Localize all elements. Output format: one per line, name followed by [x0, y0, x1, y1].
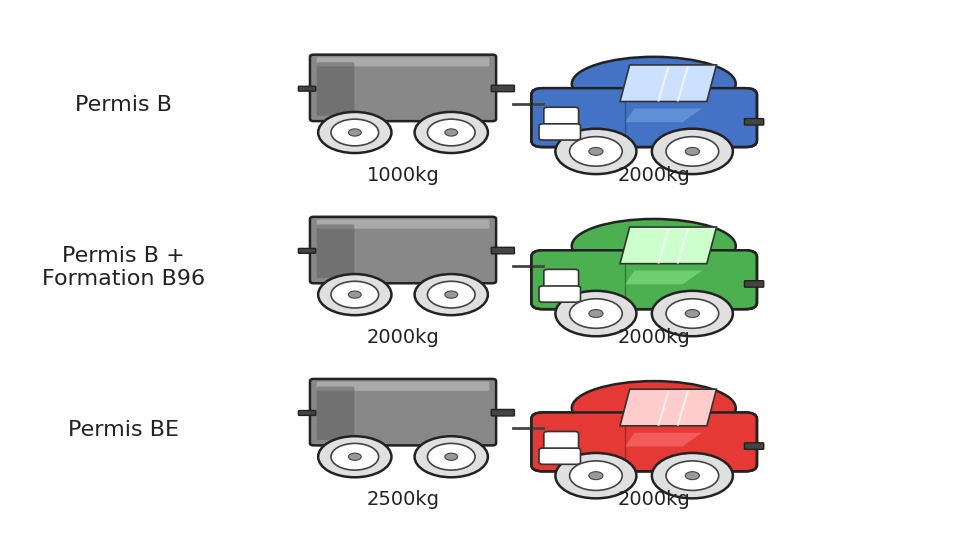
- Ellipse shape: [651, 291, 733, 336]
- FancyBboxPatch shape: [490, 85, 514, 92]
- Ellipse shape: [445, 129, 457, 136]
- Polygon shape: [624, 109, 702, 122]
- FancyBboxPatch shape: [310, 379, 495, 446]
- Polygon shape: [619, 227, 716, 264]
- FancyBboxPatch shape: [298, 411, 316, 416]
- Text: Permis BE: Permis BE: [68, 420, 178, 440]
- FancyBboxPatch shape: [539, 448, 579, 464]
- Text: 2000kg: 2000kg: [616, 328, 689, 347]
- Ellipse shape: [330, 281, 378, 308]
- Ellipse shape: [427, 119, 475, 146]
- Ellipse shape: [348, 129, 360, 136]
- FancyBboxPatch shape: [298, 86, 316, 91]
- FancyBboxPatch shape: [531, 250, 756, 309]
- FancyBboxPatch shape: [544, 431, 578, 451]
- Ellipse shape: [330, 443, 378, 470]
- Polygon shape: [624, 432, 702, 447]
- Polygon shape: [619, 65, 716, 102]
- FancyBboxPatch shape: [536, 413, 751, 443]
- FancyBboxPatch shape: [536, 251, 751, 281]
- Ellipse shape: [666, 136, 718, 166]
- FancyBboxPatch shape: [316, 219, 488, 229]
- FancyBboxPatch shape: [316, 382, 488, 391]
- FancyBboxPatch shape: [298, 248, 316, 253]
- FancyBboxPatch shape: [544, 269, 578, 289]
- Text: 2000kg: 2000kg: [616, 166, 689, 185]
- Text: 1000kg: 1000kg: [366, 166, 439, 185]
- FancyBboxPatch shape: [490, 247, 514, 254]
- Ellipse shape: [318, 436, 391, 477]
- Ellipse shape: [555, 291, 636, 336]
- Text: Permis B +
Formation B96: Permis B + Formation B96: [42, 246, 204, 289]
- Ellipse shape: [348, 291, 360, 298]
- FancyBboxPatch shape: [743, 281, 763, 287]
- FancyBboxPatch shape: [316, 62, 354, 116]
- Text: 2000kg: 2000kg: [366, 328, 439, 347]
- Ellipse shape: [588, 310, 603, 318]
- Ellipse shape: [427, 443, 475, 470]
- FancyBboxPatch shape: [310, 217, 495, 283]
- Ellipse shape: [651, 453, 733, 498]
- Ellipse shape: [666, 461, 718, 490]
- Ellipse shape: [330, 119, 378, 146]
- Ellipse shape: [569, 461, 621, 490]
- Text: 2500kg: 2500kg: [366, 490, 439, 509]
- Ellipse shape: [684, 147, 699, 156]
- FancyBboxPatch shape: [316, 387, 354, 440]
- Ellipse shape: [414, 112, 487, 153]
- Ellipse shape: [318, 112, 391, 153]
- Ellipse shape: [445, 291, 457, 298]
- Ellipse shape: [571, 219, 735, 273]
- FancyBboxPatch shape: [539, 124, 579, 140]
- FancyBboxPatch shape: [310, 55, 495, 121]
- FancyBboxPatch shape: [531, 88, 756, 147]
- Ellipse shape: [445, 453, 457, 460]
- Ellipse shape: [569, 136, 621, 166]
- Ellipse shape: [571, 381, 735, 435]
- FancyBboxPatch shape: [743, 118, 763, 125]
- Ellipse shape: [414, 274, 487, 315]
- FancyBboxPatch shape: [544, 107, 578, 127]
- Ellipse shape: [684, 310, 699, 318]
- Ellipse shape: [666, 299, 718, 328]
- FancyBboxPatch shape: [536, 89, 751, 118]
- FancyBboxPatch shape: [316, 57, 488, 67]
- Text: 2000kg: 2000kg: [616, 490, 689, 509]
- Ellipse shape: [651, 129, 733, 174]
- Ellipse shape: [555, 129, 636, 174]
- Ellipse shape: [569, 299, 621, 328]
- Ellipse shape: [318, 274, 391, 315]
- FancyBboxPatch shape: [531, 412, 756, 471]
- Ellipse shape: [348, 453, 360, 460]
- FancyBboxPatch shape: [316, 224, 354, 278]
- Ellipse shape: [571, 57, 735, 111]
- Ellipse shape: [414, 436, 487, 477]
- FancyBboxPatch shape: [539, 286, 579, 302]
- Text: Permis B: Permis B: [75, 96, 172, 115]
- Polygon shape: [619, 389, 716, 426]
- Polygon shape: [624, 271, 702, 284]
- FancyBboxPatch shape: [490, 410, 514, 416]
- Ellipse shape: [588, 472, 603, 479]
- Ellipse shape: [555, 453, 636, 498]
- Ellipse shape: [588, 147, 603, 156]
- Ellipse shape: [427, 281, 475, 308]
- FancyBboxPatch shape: [743, 443, 763, 449]
- Ellipse shape: [684, 472, 699, 479]
